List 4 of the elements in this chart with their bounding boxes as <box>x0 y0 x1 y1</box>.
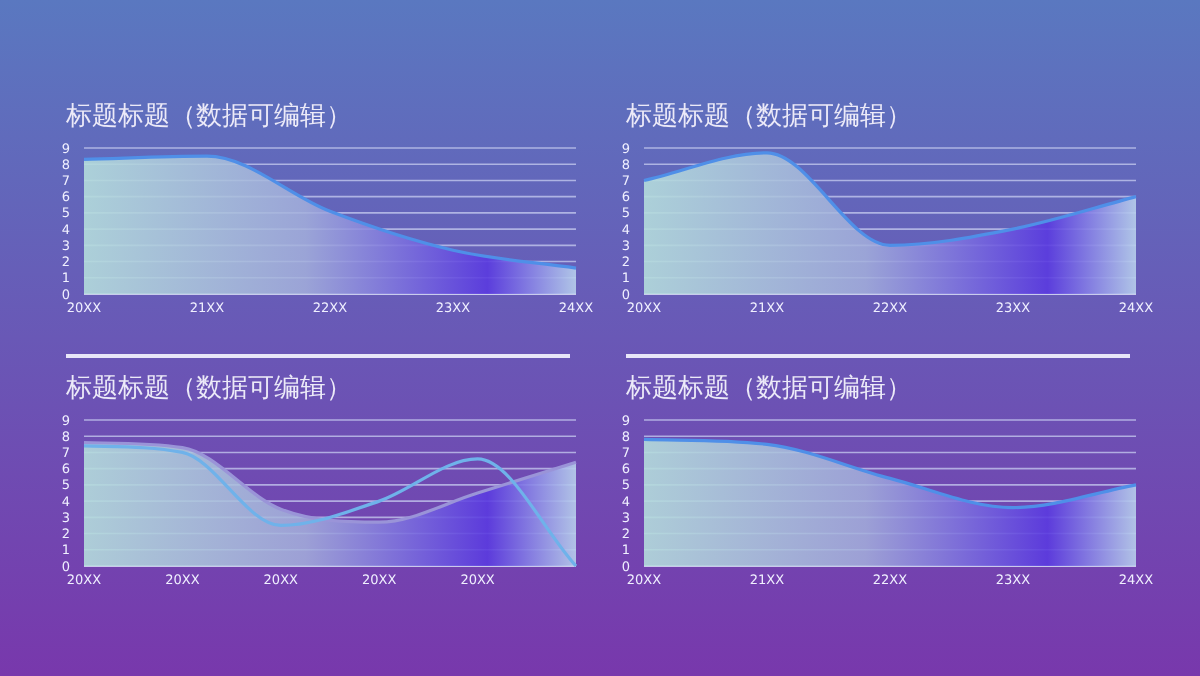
chart-title: 标题标题（数据可编辑） <box>64 374 352 404</box>
chart-title: 标题标题（数据可编辑） <box>64 102 352 132</box>
chart-title: 标题标题（数据可编辑） <box>624 374 912 404</box>
chart-title: 标题标题（数据可编辑） <box>624 102 912 132</box>
